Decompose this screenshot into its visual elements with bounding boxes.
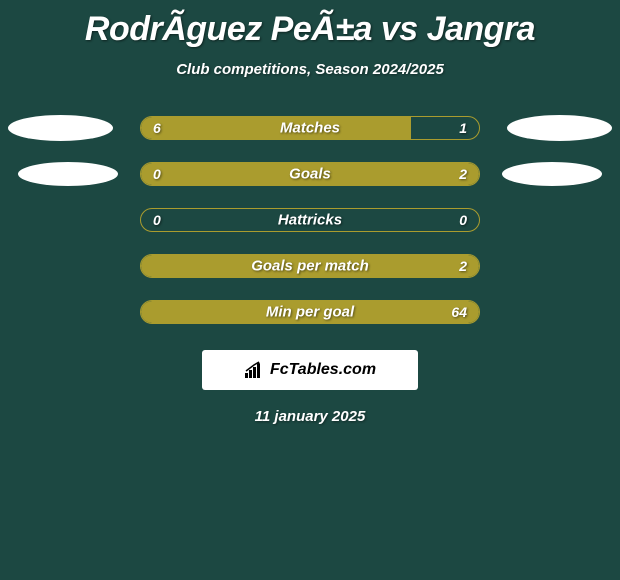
stat-bar: 0Hattricks0 <box>140 208 480 232</box>
stat-bar: Goals per match2 <box>140 254 480 278</box>
stat-bar: 6Matches1 <box>140 116 480 140</box>
side-indicator-right <box>507 115 612 141</box>
side-indicator-left <box>8 115 113 141</box>
stat-bar: 0Goals2 <box>140 162 480 186</box>
stat-value-right: 64 <box>451 304 467 320</box>
side-indicator-right <box>502 162 602 186</box>
footer-date: 11 january 2025 <box>0 408 620 425</box>
side-indicator-left <box>18 162 118 186</box>
stat-label: Goals per match <box>141 258 479 275</box>
stats-container: 6Matches10Goals20Hattricks0Goals per mat… <box>0 116 620 324</box>
stat-row: Min per goal64 <box>0 300 620 324</box>
page-title: RodrÃ­guez PeÃ±a vs Jangra <box>0 0 620 49</box>
stat-row: Goals per match2 <box>0 254 620 278</box>
page-subtitle: Club competitions, Season 2024/2025 <box>0 61 620 78</box>
brand-box: FcTables.com <box>202 350 418 390</box>
stat-label: Matches <box>141 120 479 137</box>
bar-chart-icon <box>244 361 264 379</box>
stat-label: Hattricks <box>141 212 479 229</box>
stat-value-right: 0 <box>459 212 467 228</box>
stat-bar: Min per goal64 <box>140 300 480 324</box>
stat-value-right: 2 <box>459 258 467 274</box>
stat-label: Min per goal <box>141 304 479 321</box>
stat-row: 6Matches1 <box>0 116 620 140</box>
stat-value-right: 2 <box>459 166 467 182</box>
stat-row: 0Goals2 <box>0 162 620 186</box>
brand-text: FcTables.com <box>270 361 376 379</box>
stat-row: 0Hattricks0 <box>0 208 620 232</box>
stat-label: Goals <box>141 166 479 183</box>
stat-value-right: 1 <box>459 120 467 136</box>
